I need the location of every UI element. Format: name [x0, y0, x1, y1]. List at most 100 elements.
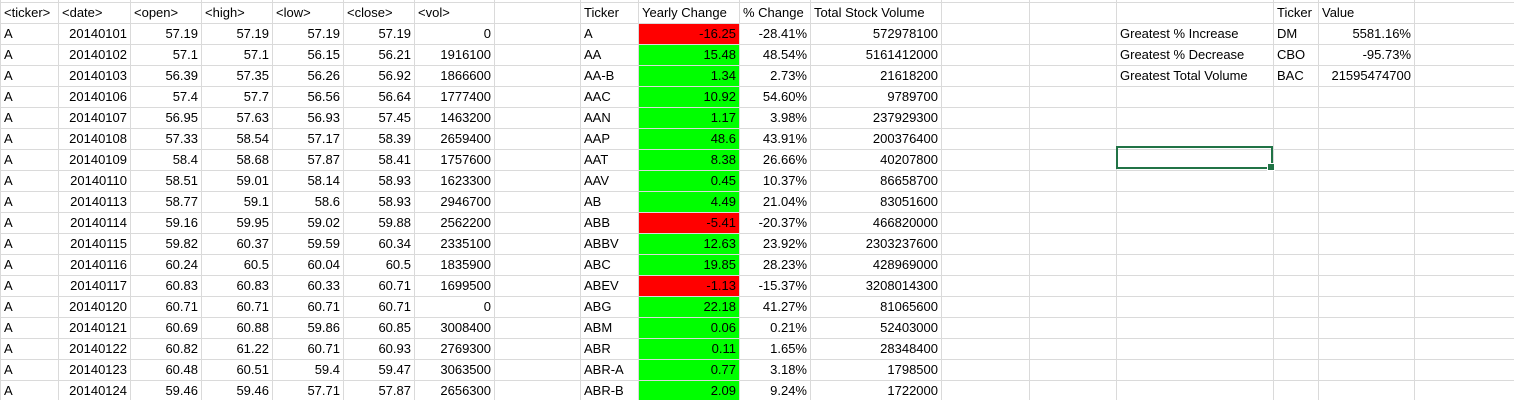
raw-data-cell[interactable]: 57.45 — [378, 110, 411, 125]
raw-data-cell[interactable]: 59.82 — [165, 236, 198, 251]
raw-data-cell[interactable]: 57.4 — [172, 89, 198, 104]
raw-header-cell[interactable]: <close> — [347, 5, 393, 20]
raw-data-cell[interactable]: 56.64 — [378, 89, 411, 104]
raw-data-cell[interactable]: 20140102 — [69, 47, 127, 62]
raw-data-cell[interactable]: 59.1 — [243, 194, 269, 209]
raw-data-cell[interactable]: 61.22 — [236, 341, 269, 356]
raw-data-cell[interactable]: A — [4, 236, 13, 251]
raw-data-cell[interactable]: A — [4, 131, 13, 146]
raw-data-cell[interactable]: 56.95 — [165, 110, 198, 125]
raw-data-cell[interactable]: 58.93 — [378, 194, 411, 209]
percent-change-cell[interactable]: 1.65% — [770, 341, 807, 356]
raw-data-cell[interactable]: A — [4, 320, 13, 335]
raw-data-cell[interactable]: 57.19 — [378, 26, 411, 41]
raw-data-cell[interactable]: 1757600 — [440, 152, 491, 167]
raw-data-cell[interactable]: 20140115 — [70, 236, 127, 251]
raw-data-cell[interactable]: 56.21 — [378, 47, 411, 62]
yearly-change-cell[interactable]: -1.13 — [639, 276, 739, 296]
summary-header-cell[interactable]: Total Stock Volume — [814, 5, 925, 20]
raw-data-cell[interactable]: 20140121 — [69, 320, 127, 335]
summary-header-cell[interactable]: Yearly Change — [642, 5, 727, 20]
percent-change-cell[interactable]: -28.41% — [758, 26, 807, 41]
raw-header-cell[interactable]: <date> — [62, 5, 103, 20]
summary-ticker-cell[interactable]: AAV — [584, 173, 610, 188]
summary-ticker-cell[interactable]: ABBV — [584, 236, 619, 251]
total-volume-cell[interactable]: 572978100 — [872, 26, 938, 41]
raw-data-cell[interactable]: 60.04 — [307, 257, 340, 272]
yearly-change-cell[interactable]: 0.11 — [639, 339, 739, 359]
raw-data-cell[interactable]: 60.48 — [165, 362, 198, 377]
percent-change-cell[interactable]: 21.04% — [762, 194, 807, 209]
yearly-change-cell[interactable]: 1.34 — [639, 66, 739, 86]
raw-data-cell[interactable]: 20140117 — [70, 278, 127, 293]
raw-data-cell[interactable]: 1866600 — [440, 68, 491, 83]
raw-data-cell[interactable]: 20140110 — [70, 173, 127, 188]
yearly-change-cell[interactable]: 0.77 — [639, 360, 739, 380]
raw-data-cell[interactable]: 58.41 — [378, 152, 411, 167]
yearly-change-cell[interactable]: 0.06 — [639, 318, 739, 338]
summary-ticker-cell[interactable]: ABM — [584, 320, 613, 335]
raw-data-cell[interactable]: 1835900 — [440, 257, 491, 272]
greatest-ticker-cell[interactable]: BAC — [1277, 68, 1304, 83]
raw-data-cell[interactable]: 60.85 — [378, 320, 411, 335]
raw-data-cell[interactable]: 57.1 — [172, 47, 198, 62]
summary-ticker-cell[interactable]: AAP — [584, 131, 611, 146]
raw-data-cell[interactable]: 20140107 — [69, 110, 127, 125]
raw-data-cell[interactable]: 59.16 — [165, 215, 198, 230]
greatest-label-cell[interactable]: Greatest % Decrease — [1120, 47, 1245, 62]
raw-data-cell[interactable]: A — [4, 299, 13, 314]
raw-data-cell[interactable]: 2769300 — [440, 341, 491, 356]
raw-data-cell[interactable]: A — [4, 341, 13, 356]
greatest-ticker-cell[interactable]: DM — [1277, 26, 1298, 41]
raw-header-cell[interactable]: <low> — [276, 5, 311, 20]
raw-data-cell[interactable]: 60.71 — [236, 299, 269, 314]
percent-change-cell[interactable]: 2.73% — [770, 68, 807, 83]
raw-data-cell[interactable]: 58.39 — [378, 131, 411, 146]
total-volume-cell[interactable]: 40207800 — [880, 152, 938, 167]
raw-data-cell[interactable]: 56.56 — [307, 89, 340, 104]
percent-change-cell[interactable]: 3.98% — [770, 110, 807, 125]
raw-data-cell[interactable]: A — [4, 152, 13, 167]
raw-data-cell[interactable]: A — [4, 47, 13, 62]
raw-data-cell[interactable]: 57.7 — [243, 89, 269, 104]
greatest-ticker-cell[interactable]: CBO — [1277, 47, 1306, 62]
raw-data-cell[interactable]: A — [4, 278, 13, 293]
total-volume-cell[interactable]: 86658700 — [880, 173, 938, 188]
summary-ticker-cell[interactable]: A — [584, 26, 593, 41]
raw-data-cell[interactable]: 56.15 — [307, 47, 340, 62]
summary-ticker-cell[interactable]: AB — [584, 194, 602, 209]
raw-data-cell[interactable]: 1463200 — [440, 110, 491, 125]
raw-data-cell[interactable]: 0 — [483, 299, 491, 314]
raw-data-cell[interactable]: 20140109 — [69, 152, 127, 167]
percent-change-cell[interactable]: 9.24% — [770, 383, 807, 398]
percent-change-cell[interactable]: 43.91% — [762, 131, 807, 146]
greatest-value-cell[interactable]: 21595474700 — [1331, 68, 1411, 83]
total-volume-cell[interactable]: 83051600 — [880, 194, 938, 209]
summary-ticker-cell[interactable]: AAT — [584, 152, 609, 167]
raw-data-cell[interactable]: 57.1 — [243, 47, 269, 62]
raw-data-cell[interactable]: 2335100 — [440, 236, 491, 251]
yearly-change-cell[interactable]: 4.49 — [639, 192, 739, 212]
total-volume-cell[interactable]: 21618200 — [880, 68, 938, 83]
raw-header-cell[interactable]: <vol> — [418, 5, 450, 20]
yearly-change-cell[interactable]: 1.17 — [639, 108, 739, 128]
total-volume-cell[interactable]: 1798500 — [887, 362, 938, 377]
percent-change-cell[interactable]: -20.37% — [758, 215, 807, 230]
raw-data-cell[interactable]: A — [4, 26, 13, 41]
raw-data-cell[interactable]: 59.59 — [307, 236, 340, 251]
raw-data-cell[interactable]: 58.4 — [172, 152, 198, 167]
raw-data-cell[interactable]: 20140108 — [69, 131, 127, 146]
yearly-change-cell[interactable]: 48.6 — [639, 129, 739, 149]
raw-data-cell[interactable]: 57.35 — [236, 68, 269, 83]
raw-data-cell[interactable]: 58.54 — [236, 131, 269, 146]
percent-change-cell[interactable]: 48.54% — [762, 47, 807, 62]
raw-data-cell[interactable]: A — [4, 362, 13, 377]
raw-data-cell[interactable]: 56.92 — [378, 68, 411, 83]
raw-data-cell[interactable]: 58.6 — [314, 194, 340, 209]
percent-change-cell[interactable]: 23.92% — [762, 236, 807, 251]
summary-ticker-cell[interactable]: ABR-B — [584, 383, 624, 398]
raw-data-cell[interactable]: 58.77 — [165, 194, 198, 209]
raw-data-cell[interactable]: 56.39 — [165, 68, 198, 83]
total-volume-cell[interactable]: 1722000 — [887, 383, 938, 398]
